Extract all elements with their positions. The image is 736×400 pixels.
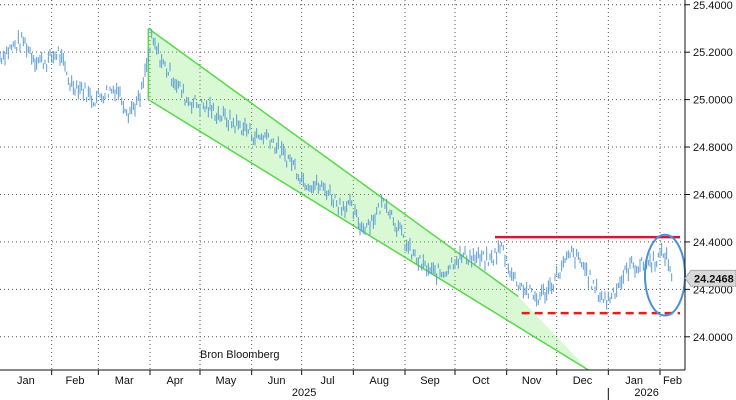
x-tick-label: Apr [166, 375, 183, 387]
x-tick-label: Feb [663, 375, 682, 387]
x-tick-label: May [215, 375, 236, 387]
year-label-2026: 2026 [634, 387, 658, 399]
channel-upper-line [147, 27, 519, 298]
x-tick-label: Jul [320, 375, 334, 387]
x-tick-label: Nov [522, 375, 542, 387]
x-tick-label: Jan [625, 375, 643, 387]
x-tick-label: Sep [420, 375, 440, 387]
last-value-label: 24.2468 [694, 273, 734, 285]
plot-area [0, 0, 685, 370]
x-tick-label: Feb [66, 375, 85, 387]
y-tick-label: 24.4000 [693, 237, 733, 249]
y-tick-label: 25.2000 [693, 47, 733, 59]
y-tick-label: 24.8000 [693, 142, 733, 154]
x-tick-label: Dec [573, 375, 593, 387]
year-label-2025: 2025 [292, 387, 316, 399]
x-tick-label: Jun [268, 375, 286, 387]
source-note: Bron Bloomberg [200, 349, 280, 361]
last-value-marker [684, 269, 736, 287]
channel-lower-line [147, 98, 589, 371]
x-tick-label: Oct [472, 375, 489, 387]
y-tick-label: 25.4000 [693, 0, 733, 12]
trend-channel-fill [148, 28, 589, 370]
price-series [0, 28, 673, 310]
y-tick-label: 25.0000 [693, 95, 733, 107]
x-tick-label: Aug [369, 375, 389, 387]
y-tick-label: 24.6000 [693, 189, 733, 201]
y-tick-label: 24.2000 [693, 284, 733, 296]
x-tick-label: Jan [17, 375, 35, 387]
x-tick-label: Mar [115, 375, 134, 387]
y-tick-label: 24.0000 [693, 332, 733, 344]
